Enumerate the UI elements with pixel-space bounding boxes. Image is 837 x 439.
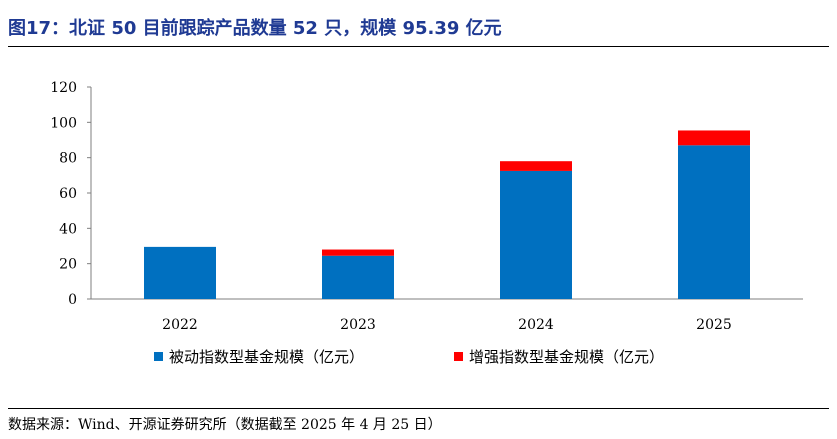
bar-passive-2023 bbox=[322, 255, 394, 299]
y-tick-label: 20 bbox=[59, 257, 77, 273]
x-tick-label: 2025 bbox=[696, 317, 732, 333]
y-tick-label: 100 bbox=[50, 115, 77, 131]
x-tick-label: 2024 bbox=[518, 317, 554, 333]
y-tick-label: 40 bbox=[59, 221, 77, 237]
stacked-bar-chart: 0 20 40 60 80 100 120 2022 2023 2024 2025 被动指数型基金规… bbox=[50, 80, 803, 366]
figure-title: 图17：北证 50 目前跟踪产品数量 52 只，规模 95.39 亿元 bbox=[8, 18, 502, 39]
title-divider bbox=[8, 46, 829, 47]
legend-swatch bbox=[454, 352, 463, 361]
x-tick-label: 2023 bbox=[340, 317, 376, 333]
y-tick-label: 0 bbox=[68, 292, 77, 308]
bar-enhanced-2024 bbox=[500, 161, 572, 171]
bar-enhanced-2023 bbox=[322, 249, 394, 256]
legend-label: 增强指数型基金规模（亿元） bbox=[469, 348, 664, 366]
chart-legend: 被动指数型基金规模（亿元） 增强指数型基金规模（亿元） bbox=[154, 348, 664, 366]
bar-passive-2022 bbox=[144, 246, 216, 299]
bar-enhanced-2025 bbox=[678, 130, 750, 146]
plot-area: 0 20 40 60 80 100 120 2022 2023 2024 2025 bbox=[50, 80, 803, 333]
y-tick-label: 120 bbox=[50, 80, 77, 96]
legend-label: 被动指数型基金规模（亿元） bbox=[169, 348, 364, 366]
bar-passive-2025 bbox=[678, 145, 750, 299]
data-source-note: 数据来源：Wind、开源证券研究所（数据截至 2025 年 4 月 25 日） bbox=[8, 417, 442, 433]
bar-passive-2024 bbox=[500, 170, 572, 299]
y-tick-label: 80 bbox=[59, 151, 77, 167]
source-divider bbox=[8, 408, 829, 409]
legend-swatch bbox=[154, 352, 163, 361]
y-tick-label: 60 bbox=[59, 186, 77, 202]
x-tick-label: 2022 bbox=[162, 317, 198, 333]
